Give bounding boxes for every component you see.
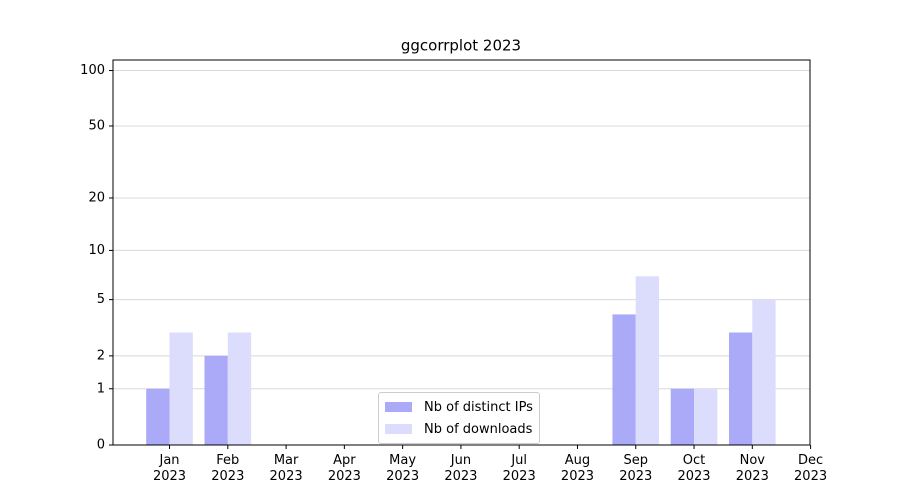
legend-swatch — [385, 402, 412, 412]
x-tick-label: Sep 2023 — [619, 453, 653, 484]
y-tick-label: 2 — [97, 348, 105, 363]
x-tick-label: Nov 2023 — [735, 453, 769, 484]
x-tick-label: Oct 2023 — [677, 453, 711, 484]
bar — [204, 355, 228, 445]
legend-label: Nb of distinct IPs — [424, 399, 533, 415]
y-tick-label: 10 — [88, 243, 105, 258]
bar — [227, 332, 252, 445]
legend-item: Nb of distinct IPs — [385, 396, 533, 418]
bar — [146, 388, 170, 445]
legend: Nb of distinct IPs Nb of downloads — [378, 392, 540, 444]
bar — [612, 314, 636, 445]
legend-label: Nb of downloads — [424, 421, 533, 437]
legend-swatch — [385, 424, 412, 434]
bar — [635, 276, 660, 445]
bar — [670, 388, 695, 445]
y-tick-label: 50 — [88, 118, 105, 133]
x-tick-label: May 2023 — [386, 453, 420, 484]
y-tick-label: 0 — [97, 438, 105, 453]
x-tick-label: Mar 2023 — [269, 453, 303, 484]
y-tick-label: 100 — [80, 63, 105, 78]
bar — [694, 388, 718, 445]
axes-frame — [112, 59, 811, 446]
x-tick-label: Feb 2023 — [211, 453, 245, 484]
chart-title: ggcorrplot 2023 — [401, 37, 521, 55]
y-tick-label: 1 — [97, 381, 105, 396]
bar — [728, 332, 753, 445]
legend-item: Nb of downloads — [385, 418, 533, 440]
y-tick-label: 5 — [97, 292, 105, 307]
x-tick-label: Jun 2023 — [444, 453, 478, 484]
x-tick-label: Jan 2023 — [152, 453, 187, 484]
x-tick-label: Dec 2023 — [794, 453, 828, 484]
x-tick-label: Apr 2023 — [327, 453, 361, 484]
bar — [169, 332, 193, 445]
x-tick-label: Aug 2023 — [560, 453, 595, 484]
bar — [752, 299, 776, 445]
x-tick-label: Jul 2023 — [502, 453, 536, 484]
y-tick-label: 20 — [88, 190, 105, 205]
